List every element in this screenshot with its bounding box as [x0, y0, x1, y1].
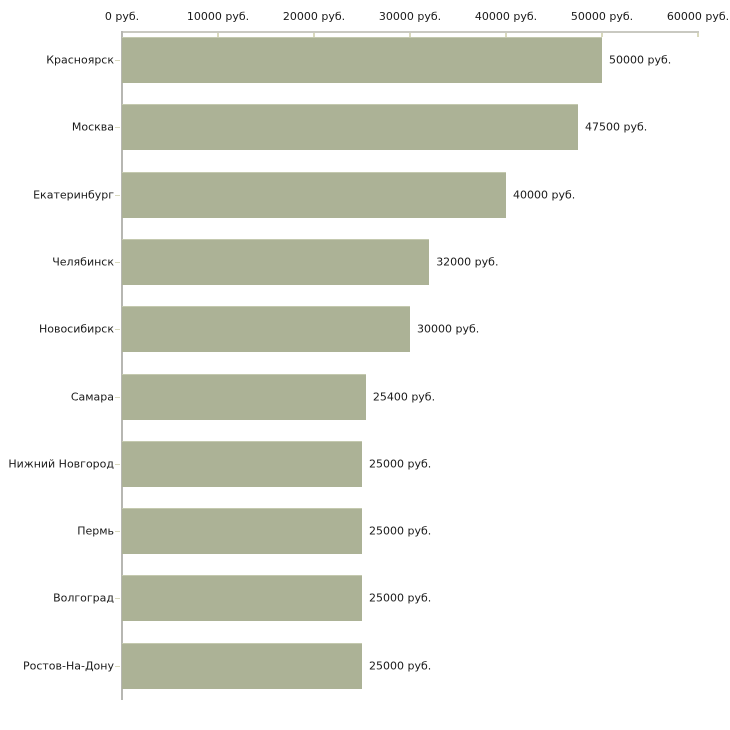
- x-axis-tick-label: 50000 руб.: [570, 10, 634, 23]
- x-axis-line: [121, 31, 699, 33]
- x-axis-tick: [697, 31, 699, 37]
- category-label: Екатеринбург: [33, 188, 114, 202]
- y-axis-tick: [115, 531, 120, 532]
- value-label: 25000 руб.: [369, 524, 432, 538]
- value-label: 25000 руб.: [369, 457, 432, 471]
- y-axis-tick: [115, 262, 120, 263]
- value-label: 25000 руб.: [369, 591, 432, 605]
- category-label: Челябинск: [52, 255, 114, 269]
- bar: [122, 37, 602, 83]
- value-label: 32000 руб.: [436, 255, 499, 269]
- bar: [122, 306, 410, 353]
- y-axis-line: [121, 31, 123, 700]
- x-axis-tick-label: 20000 руб.: [282, 10, 346, 23]
- y-axis-tick: [115, 666, 120, 667]
- bar: [122, 104, 578, 151]
- category-label: Москва: [71, 120, 114, 134]
- category-label: Нижний Новгород: [8, 457, 114, 471]
- bar: [122, 575, 362, 622]
- x-axis-tick: [313, 31, 315, 37]
- category-label: Ростов-На-Дону: [22, 659, 114, 673]
- bar: [122, 508, 362, 555]
- y-axis-tick: [115, 329, 120, 330]
- y-axis-tick: [115, 127, 120, 128]
- y-axis-tick: [115, 60, 120, 61]
- x-axis-tick-label: 60000 руб.: [666, 10, 730, 23]
- y-axis-tick: [115, 464, 120, 465]
- bar: [122, 238, 430, 285]
- bar: [122, 440, 362, 487]
- y-axis-tick: [115, 397, 120, 398]
- x-axis-tick-label: 30000 руб.: [378, 10, 442, 23]
- y-axis-tick: [115, 195, 120, 196]
- category-label: Пермь: [77, 524, 114, 538]
- x-axis-tick-label: 0 руб.: [104, 10, 140, 23]
- x-axis-tick: [601, 31, 603, 37]
- bar: [122, 642, 362, 689]
- y-axis-tick: [115, 598, 120, 599]
- bar: [122, 373, 366, 420]
- category-label: Самара: [70, 390, 114, 403]
- x-axis-tick: [217, 31, 219, 37]
- value-label: 30000 руб.: [417, 322, 480, 336]
- x-axis-tick-label: 10000 руб.: [186, 10, 250, 23]
- value-label: 47500 руб.: [585, 120, 648, 134]
- category-label: Новосибирск: [38, 322, 114, 336]
- value-label: 40000 руб.: [513, 188, 576, 202]
- value-label: 50000 руб.: [609, 53, 672, 67]
- category-label: Красноярск: [46, 53, 114, 67]
- x-axis-tick: [409, 31, 411, 37]
- bar: [122, 171, 506, 218]
- x-axis-tick: [505, 31, 507, 37]
- category-label: Волгоград: [53, 591, 114, 605]
- x-axis-tick-label: 40000 руб.: [474, 10, 538, 23]
- value-label: 25000 руб.: [369, 659, 432, 673]
- value-label: 25400 руб.: [372, 390, 436, 403]
